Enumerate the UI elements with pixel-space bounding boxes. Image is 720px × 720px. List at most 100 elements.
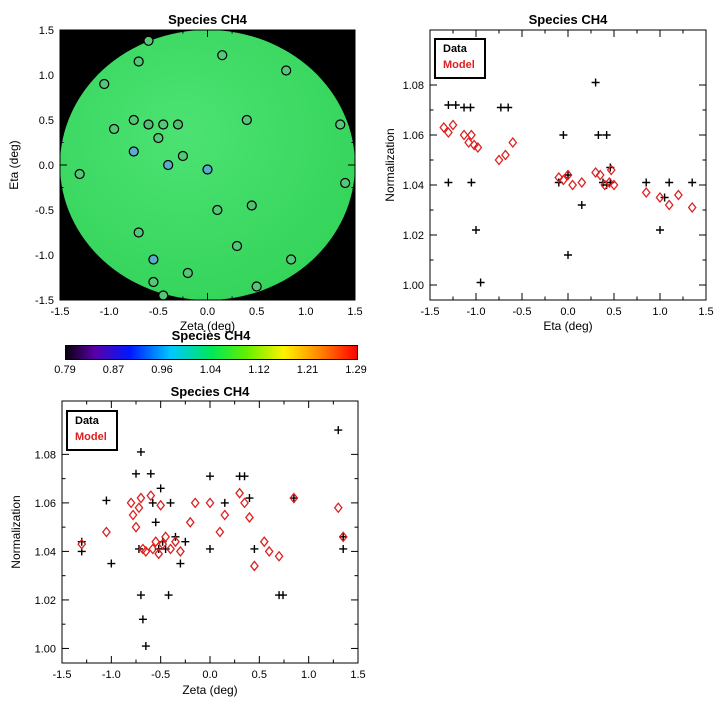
y-tick-label: 1.04 [35, 546, 56, 558]
data-plus-marker [564, 251, 572, 259]
model-diamond-marker [136, 492, 146, 504]
footprint-circle [246, 200, 257, 211]
data-plus-marker [688, 178, 697, 187]
colorbar-tick-label: 1.12 [248, 364, 270, 376]
x-tick-label: 1.0 [301, 669, 316, 681]
data-plus-marker [136, 447, 145, 456]
model-diamond-marker [175, 545, 185, 557]
model-diamond-marker [101, 526, 111, 538]
model-diamond-marker [171, 536, 180, 548]
data-plus-marker [166, 498, 175, 507]
model-diamond-marker [141, 545, 151, 557]
data-plus-marker [156, 484, 165, 493]
model-diamond-marker [604, 176, 614, 189]
model-diamond-marker [249, 560, 259, 572]
y-tick-label: 1.5 [39, 25, 54, 37]
colorbar-tick-label: 1.04 [199, 364, 222, 376]
data-plus-marker [564, 171, 572, 179]
data-plus-marker [176, 559, 185, 568]
model-diamond-marker [240, 497, 249, 509]
footprint-circle [143, 119, 154, 130]
zeta-plot-title: Species CH4 [170, 384, 250, 399]
data-plus-marker [148, 498, 157, 507]
data-plus-marker [444, 178, 453, 187]
y-tick-label: -0.5 [35, 205, 54, 217]
y-tick-label: 1.08 [403, 80, 424, 92]
model-diamond-marker [264, 545, 274, 557]
y-tick-label: 1.00 [35, 643, 56, 655]
eta-xaxis-label: Eta (deg) [543, 319, 593, 333]
footprint-circle [128, 114, 139, 126]
data-plus-marker [138, 615, 147, 624]
footprint-circle [153, 132, 164, 144]
model-diamond-marker [158, 538, 168, 550]
legend-model-entry: Model [443, 58, 475, 71]
data-plus-marker [141, 642, 150, 651]
footprint-circle [133, 56, 144, 67]
model-diamond-marker [126, 497, 136, 509]
x-tick-label: -1.5 [421, 306, 440, 318]
y-tick-label: -1.5 [35, 295, 54, 307]
footprint-circle [148, 254, 159, 265]
x-tick-label: -0.5 [149, 306, 168, 318]
model-diamond-marker [508, 136, 518, 149]
colorbar-tick-label: 0.96 [151, 364, 173, 376]
eta-plot-title: Species CH4 [528, 12, 608, 27]
data-plus-marker [206, 544, 214, 553]
data-plus-marker [476, 278, 485, 287]
x-tick-label: -1.5 [53, 669, 72, 681]
data-plus-marker [660, 193, 669, 202]
data-plus-marker [472, 226, 480, 234]
model-diamond-marker [673, 189, 683, 201]
model-diamond-marker [134, 502, 144, 514]
model-diamond-marker [338, 531, 348, 543]
disk-xaxis-label: Zeta (deg) [179, 319, 236, 333]
footprint-circle [251, 281, 262, 292]
data-plus-marker [132, 469, 140, 478]
x-tick-label: 0.5 [606, 306, 621, 318]
model-diamond-marker [151, 536, 161, 548]
y-tick-label: 1.06 [35, 498, 56, 510]
x-tick-label: 0.0 [200, 306, 215, 318]
footprint-circle [74, 168, 85, 180]
data-plus-marker [496, 103, 505, 112]
colorbar-tick-label: 0.87 [102, 364, 125, 376]
model-diamond-marker [655, 191, 665, 204]
data-plus-marker [181, 537, 190, 546]
x-tick-label: 1.0 [652, 306, 667, 318]
colorbar-title: Species CH4 [171, 328, 251, 343]
data-plus-marker [444, 101, 453, 109]
footprint-circle [217, 50, 228, 61]
footprint-circle [133, 227, 144, 238]
y-tick-label: 0.0 [39, 160, 54, 172]
model-diamond-marker [558, 174, 568, 186]
model-diamond-marker [459, 129, 469, 141]
model-diamond-marker [185, 516, 195, 528]
model-diamond-marker [259, 536, 269, 548]
data-plus-marker [146, 469, 155, 478]
x-tick-label: -1.0 [102, 669, 121, 681]
model-diamond-marker [466, 129, 476, 141]
model-diamond-marker [131, 521, 141, 533]
footprint-circle [158, 290, 169, 301]
data-plus-marker [245, 494, 254, 503]
data-plus-marker [451, 101, 460, 109]
model-diamond-marker [443, 126, 453, 139]
model-diamond-marker [554, 171, 564, 184]
footprint-circle [158, 119, 169, 130]
y-tick-label: 1.08 [35, 449, 56, 461]
model-diamond-marker [664, 199, 674, 211]
data-plus-marker [102, 496, 111, 505]
data-plus-marker [656, 226, 664, 234]
model-diamond-marker [464, 136, 474, 149]
data-plus-marker [665, 178, 674, 187]
data-plus-marker [289, 494, 298, 503]
eta-plot-legend: Data Model [434, 38, 486, 79]
footprint-circle [202, 164, 213, 175]
model-diamond-marker [274, 550, 284, 562]
legend-model-entry: Model [75, 430, 107, 443]
model-diamond-marker [595, 169, 605, 181]
footprint-circle [108, 123, 120, 135]
